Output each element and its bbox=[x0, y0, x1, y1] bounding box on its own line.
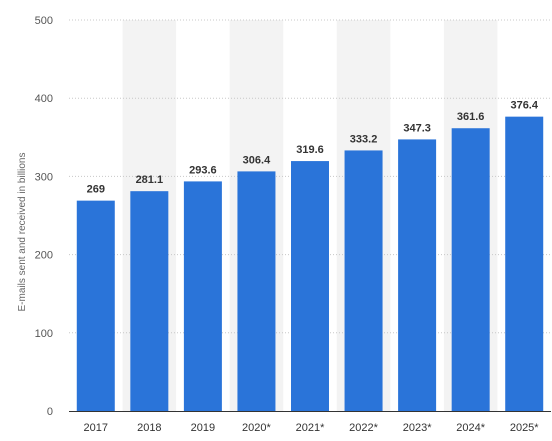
data-label: 293.6 bbox=[189, 164, 217, 176]
data-label: 306.4 bbox=[243, 154, 271, 166]
bar bbox=[398, 139, 437, 411]
x-tick-label: 2020* bbox=[242, 422, 271, 434]
x-tick-label: 2023* bbox=[403, 422, 432, 434]
y-tick-label: 500 bbox=[35, 15, 53, 27]
x-tick-label: 2024* bbox=[456, 422, 485, 434]
x-tick-label: 2018 bbox=[137, 422, 161, 434]
data-label: 319.6 bbox=[296, 144, 324, 156]
data-label: 333.2 bbox=[350, 133, 378, 145]
bar bbox=[130, 191, 169, 411]
data-label: 269 bbox=[87, 184, 105, 196]
y-tick-label: 100 bbox=[35, 328, 53, 340]
data-label: 281.1 bbox=[136, 174, 164, 186]
data-label: 347.3 bbox=[403, 122, 431, 134]
bar bbox=[451, 128, 490, 411]
y-tick-label: 200 bbox=[35, 250, 53, 262]
y-axis-title: E-mails sent and received in billions bbox=[17, 153, 28, 312]
bars bbox=[76, 116, 544, 411]
x-tick-label: 2017 bbox=[84, 422, 108, 434]
bar bbox=[183, 181, 222, 411]
bar bbox=[76, 200, 115, 411]
y-tick-label: 400 bbox=[35, 93, 53, 105]
x-tick-label: 2025* bbox=[510, 422, 539, 434]
bar bbox=[291, 161, 329, 411]
x-tick-label: 2021* bbox=[296, 422, 325, 434]
data-label: 361.6 bbox=[457, 111, 485, 123]
x-axis-ticks: 2017 2018 2019 2020* 2021* 2022* 2023* 2024* 202… bbox=[84, 422, 540, 434]
bar bbox=[344, 150, 383, 411]
y-tick-label: 0 bbox=[47, 406, 53, 418]
bar bbox=[237, 171, 276, 411]
y-tick-label: 300 bbox=[35, 171, 53, 183]
bar bbox=[505, 116, 544, 411]
x-tick-label: 2022* bbox=[349, 422, 378, 434]
x-tick-label: 2019 bbox=[191, 422, 215, 434]
y-axis-ticks: 0 100 200 300 400 500 bbox=[35, 15, 53, 418]
data-labels: 269 281.1 293.6 306.4 319.6 333.2 347.3 361.6 37… bbox=[87, 100, 539, 196]
data-label: 376.4 bbox=[510, 100, 538, 112]
